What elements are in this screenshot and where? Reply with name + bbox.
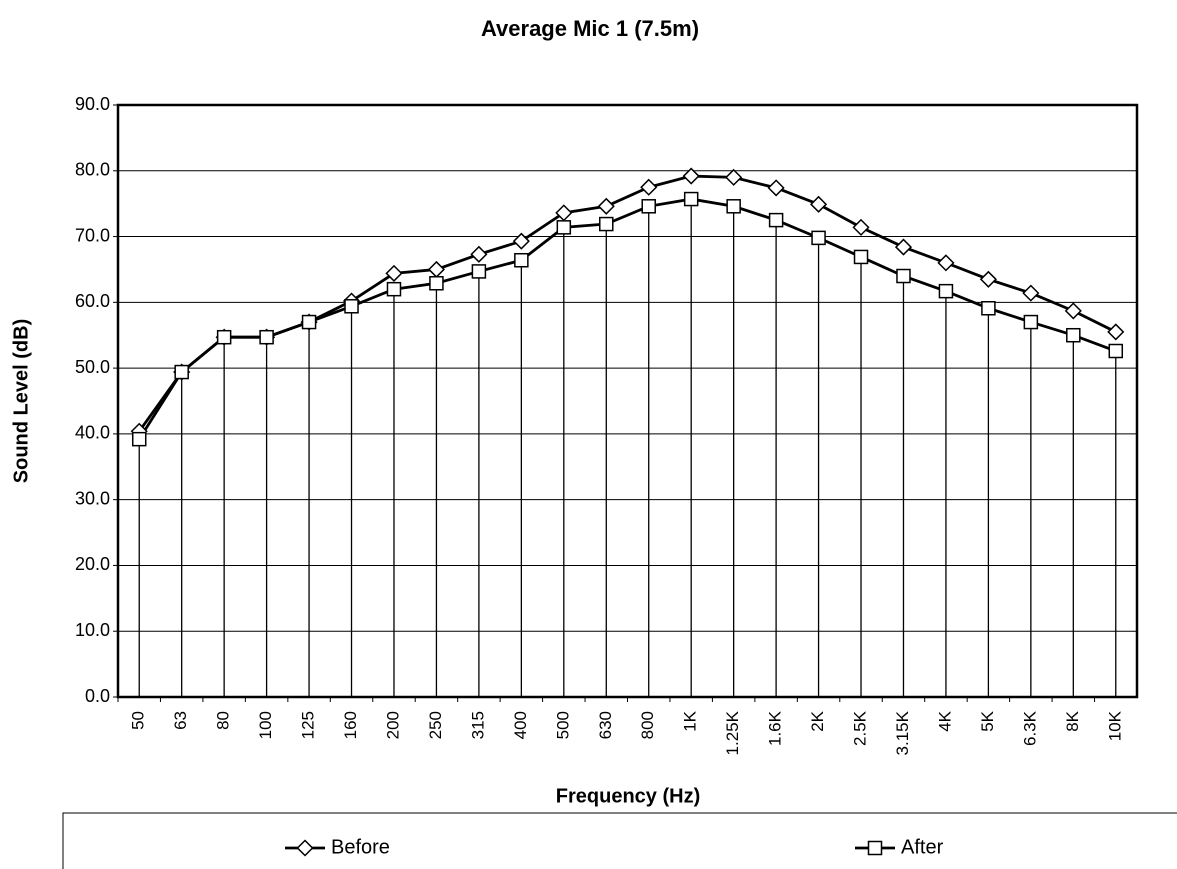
- x-tick-label: 3.15K: [893, 710, 912, 755]
- data-point: [1107, 323, 1125, 341]
- x-tick-label: 1K: [681, 710, 700, 731]
- x-tick-label: 4K: [935, 710, 954, 731]
- data-point: [174, 364, 189, 380]
- data-point: [683, 191, 699, 207]
- y-tick-label: 40.0: [75, 423, 110, 443]
- data-point: [811, 230, 826, 246]
- x-tick-label: 500: [553, 711, 572, 739]
- data-point: [937, 254, 955, 272]
- data-point: [514, 252, 529, 268]
- data-point: [1022, 284, 1040, 302]
- y-tick-label: 20.0: [75, 554, 110, 574]
- data-point: [768, 212, 784, 228]
- data-point: [385, 264, 403, 282]
- data-point: [640, 178, 658, 196]
- data-point: [470, 245, 488, 263]
- y-tick-label: 50.0: [75, 357, 110, 377]
- data-point: [852, 218, 870, 236]
- data-point: [641, 199, 656, 214]
- data-point: [512, 232, 530, 250]
- x-tick-label: 1.6K: [766, 710, 785, 746]
- x-tick-label: 63: [171, 711, 190, 730]
- data-point: [471, 264, 487, 279]
- data-point: [767, 179, 785, 197]
- data-point: [1108, 343, 1124, 359]
- y-axis-label: Sound Level (dB): [10, 319, 32, 483]
- x-tick-label: 800: [638, 711, 657, 739]
- x-tick-label: 200: [383, 711, 402, 739]
- chart-title: Average Mic 1 (7.5m): [481, 16, 699, 41]
- legend-label: After: [901, 836, 944, 858]
- data-point: [599, 216, 614, 232]
- data-point: [555, 204, 573, 222]
- plot-border: [116, 103, 1139, 699]
- data-point: [896, 268, 911, 284]
- data-point: [1023, 314, 1039, 330]
- x-tick-label: 2K: [808, 710, 827, 731]
- x-tick-label: 250: [426, 711, 445, 739]
- data-point: [726, 199, 741, 214]
- data-point: [556, 220, 572, 235]
- x-tick-label: 6.3K: [1020, 710, 1039, 746]
- x-tick-label: 630: [596, 711, 615, 739]
- data-point: [259, 329, 274, 345]
- data-point: [853, 249, 869, 265]
- data-point: [894, 238, 913, 256]
- data-point: [1064, 302, 1082, 320]
- x-tick-label: 2.5K: [851, 710, 870, 746]
- x-tick-label: 315: [468, 711, 487, 739]
- y-tick-label: 70.0: [75, 225, 110, 245]
- x-axis-label: Frequency (Hz): [556, 785, 700, 807]
- series-line: [138, 197, 1117, 440]
- y-tick-label: 80.0: [75, 160, 110, 180]
- y-tick-label: 0.0: [85, 686, 110, 706]
- x-tick-label: 125: [299, 711, 318, 739]
- data-point: [725, 168, 743, 186]
- legend-marker: [867, 840, 883, 856]
- data-point: [344, 299, 359, 314]
- x-tick-label: 8K: [1063, 710, 1082, 731]
- y-tick-label: 90.0: [75, 94, 110, 114]
- data-point: [597, 197, 615, 215]
- legend-box: [62, 812, 1177, 869]
- x-tick-label: 80: [214, 711, 233, 730]
- x-tick-label: 100: [256, 711, 275, 739]
- x-tick-label: 160: [341, 711, 360, 739]
- data-point: [429, 276, 444, 291]
- data-point: [682, 167, 700, 185]
- x-tick-label: 400: [511, 711, 530, 739]
- data-point: [938, 283, 954, 299]
- legend-label: Before: [331, 836, 390, 858]
- data-point: [427, 260, 445, 279]
- x-tick-label: 50: [129, 711, 148, 730]
- data-point: [386, 281, 402, 297]
- x-tick-label: 10K: [1105, 710, 1124, 741]
- legend-marker: [296, 839, 314, 857]
- y-tick-label: 10.0: [75, 620, 110, 640]
- x-tick-label: 5K: [978, 710, 997, 731]
- y-tick-label: 30.0: [75, 488, 110, 508]
- data-point: [216, 329, 232, 345]
- x-tick-label: 1.25K: [723, 710, 742, 755]
- data-point: [301, 314, 317, 330]
- data-point: [131, 431, 147, 447]
- y-tick-label: 60.0: [75, 291, 110, 311]
- data-point: [981, 301, 996, 316]
- data-point: [810, 195, 828, 213]
- data-point: [1066, 327, 1081, 343]
- data-point: [979, 270, 997, 288]
